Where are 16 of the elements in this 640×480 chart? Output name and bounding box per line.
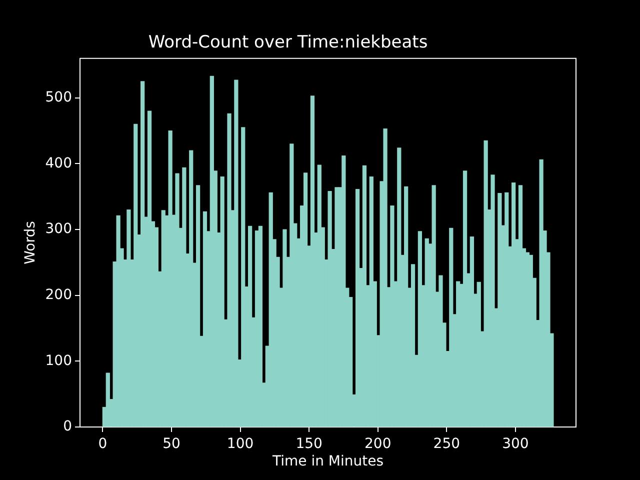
y-axis-title: Words xyxy=(22,221,39,264)
x-tick-label: 250 xyxy=(433,436,460,452)
y-tick-label: 200 xyxy=(45,287,72,303)
x-tick-label: 150 xyxy=(296,436,322,452)
x-tick-label: 100 xyxy=(226,436,254,452)
chart-title: Word-Count over Time:niekbeats xyxy=(148,32,428,53)
x-tick-label: 300 xyxy=(502,436,529,452)
y-tick-label: 100 xyxy=(45,352,72,369)
x-axis-title: Time in Minutes xyxy=(271,454,384,470)
y-tick-label: 400 xyxy=(45,155,72,172)
x-tick-label: 0 xyxy=(98,436,108,452)
x-tick-label: 50 xyxy=(162,436,180,452)
y-tick-label: 500 xyxy=(45,90,72,106)
y-tick-label: 0 xyxy=(63,418,72,435)
y-tick-label: 300 xyxy=(45,221,72,238)
x-tick-label: 200 xyxy=(364,436,392,452)
